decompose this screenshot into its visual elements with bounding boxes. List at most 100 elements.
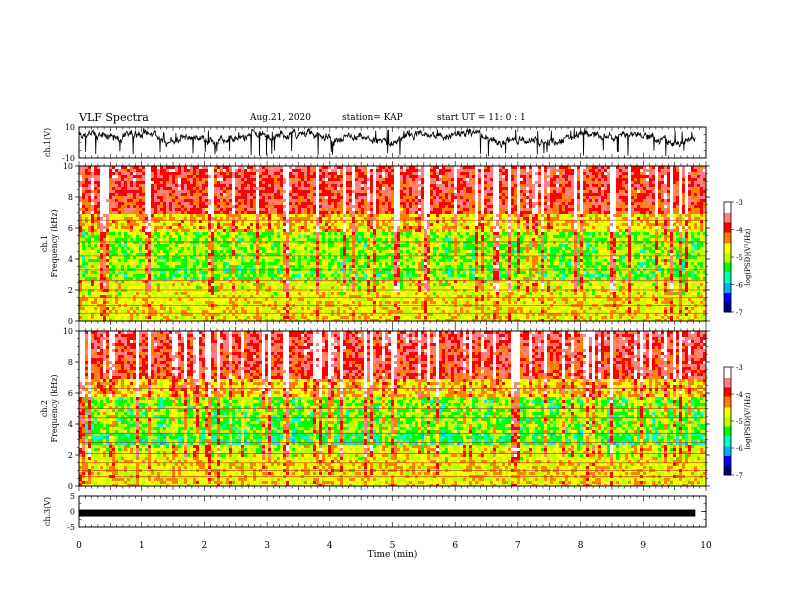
- colorbar-cell: [724, 423, 731, 426]
- colorbar-cell: [724, 384, 731, 387]
- colorbar-cell: [724, 235, 731, 237]
- colorbar-cell: [724, 279, 731, 281]
- colorbar-cell: [724, 218, 731, 221]
- colorbar-cell: [724, 443, 731, 446]
- colorbar-cell: [724, 445, 731, 447]
- colorbar-cell: [724, 309, 731, 311]
- colorbar-cell: [724, 437, 731, 439]
- colorbar-cell: [724, 383, 731, 385]
- colorbar-cell: [724, 368, 731, 370]
- colorbar-cell: [724, 446, 731, 449]
- colorbar-cell: [724, 276, 731, 278]
- colorbar-cell: [724, 310, 731, 313]
- colorbar-cell: [724, 385, 731, 388]
- colorbar-tick-label: -7: [736, 472, 743, 480]
- y-tick-label: 4: [68, 255, 73, 264]
- colorbar-cell: [724, 215, 731, 218]
- y-tick-label: 6: [68, 224, 73, 233]
- x-tick-label: 8: [578, 541, 584, 551]
- channel-label: ch.2: [40, 400, 49, 417]
- colorbar-cell: [724, 456, 731, 458]
- x-tick-label: 7: [515, 541, 521, 551]
- colorbar-cell: [724, 270, 731, 273]
- colorbar-cell: [724, 391, 731, 393]
- colorbar-cell: [724, 454, 731, 457]
- colorbar-tick-label: -6: [736, 445, 743, 453]
- y-tick-label: 10: [63, 327, 73, 336]
- y-tick-label: 8: [68, 193, 73, 202]
- colorbar-cell: [724, 258, 731, 261]
- y-tick-label: 5: [70, 492, 75, 501]
- y-tick-label: 2: [68, 451, 73, 460]
- colorbar-cell: [724, 469, 731, 472]
- x-tick-label: 9: [640, 541, 646, 551]
- y-tick-label: -5: [67, 523, 75, 532]
- y-tick-label: 10: [65, 123, 75, 132]
- colorbar-cell: [724, 381, 731, 384]
- colorbar-cell: [724, 302, 731, 305]
- colorbar-cell: [724, 280, 731, 283]
- colorbar-cell: [724, 410, 731, 412]
- ch1-trace: [78, 127, 696, 157]
- colorbar-cell: [724, 303, 731, 306]
- x-tick-label: 2: [202, 541, 208, 551]
- ch1-ylabel: ch.1(V): [43, 128, 52, 157]
- colorbar-cell: [724, 240, 731, 243]
- y-tick-label: 2: [68, 286, 73, 295]
- colorbar-cell: [724, 425, 731, 427]
- colorbar-cell: [724, 400, 731, 403]
- colorbar-cell: [724, 239, 731, 241]
- colorbar-cell: [724, 457, 731, 460]
- start-time-label: start UT = 11: 0 : 1: [437, 113, 526, 123]
- y-tick-label: 0: [68, 482, 73, 491]
- colorbar-cell: [724, 430, 731, 433]
- colorbar-tick-label: -6: [736, 282, 743, 290]
- colorbar-cell: [724, 241, 731, 244]
- frequency-axis-label: Frequency (kHz): [50, 209, 59, 277]
- colorbar-cell: [724, 439, 731, 442]
- colorbar-tick-label: -3: [736, 199, 743, 207]
- colorbar-cell: [724, 206, 731, 208]
- colorbar-cell: [724, 434, 731, 437]
- colorbar-cell: [724, 236, 731, 239]
- colorbar-cell: [724, 392, 731, 395]
- colorbar-cell: [724, 406, 731, 408]
- colorbar-cell: [724, 226, 731, 229]
- colorbar-cell: [724, 237, 731, 240]
- colorbar-cell: [724, 450, 731, 453]
- x-tick-label: 1: [139, 541, 145, 551]
- colorbar-cell: [724, 221, 731, 223]
- colorbar-cell: [724, 228, 731, 230]
- spectrogram-cells: [79, 166, 707, 322]
- colorbar-cell: [724, 452, 731, 454]
- colorbar-cell: [724, 254, 731, 256]
- colorbar-cell: [724, 372, 731, 375]
- colorbar-cell: [724, 229, 731, 232]
- colorbar-tick-label: -7: [736, 309, 743, 317]
- colorbar-cell: [724, 296, 731, 299]
- colorbar-cell: [724, 272, 731, 274]
- y-tick-label: -10: [62, 154, 75, 163]
- chart-title: VLF Spectra: [79, 111, 149, 124]
- colorbar-cell: [724, 266, 731, 269]
- colorbar-tick-label: -5: [736, 254, 743, 262]
- x-tick-label: 3: [264, 541, 270, 551]
- colorbar-cell: [724, 224, 731, 226]
- colorbar-cell: [724, 262, 731, 265]
- colorbar-cell: [724, 306, 731, 309]
- colorbar-cell: [724, 472, 731, 474]
- frequency-axis-label: Frequency (kHz): [50, 374, 59, 442]
- ch3-ylabel: ch.3(V): [43, 497, 52, 526]
- colorbar-cell: [724, 263, 731, 266]
- colorbar-cell: [724, 427, 731, 430]
- colorbar-label: log(PSD)(V²/Hz): [744, 392, 752, 449]
- ch1-waveform-panel: 10 -10 ch.1(V): [43, 123, 707, 163]
- colorbar-cell: [724, 375, 731, 377]
- y-tick-label: 0: [70, 508, 75, 517]
- colorbar-cell: [724, 379, 731, 381]
- colorbar-cell: [724, 232, 731, 234]
- colorbar-cell: [724, 394, 731, 396]
- colorbar-cell: [724, 407, 731, 410]
- colorbar-cell: [724, 204, 731, 207]
